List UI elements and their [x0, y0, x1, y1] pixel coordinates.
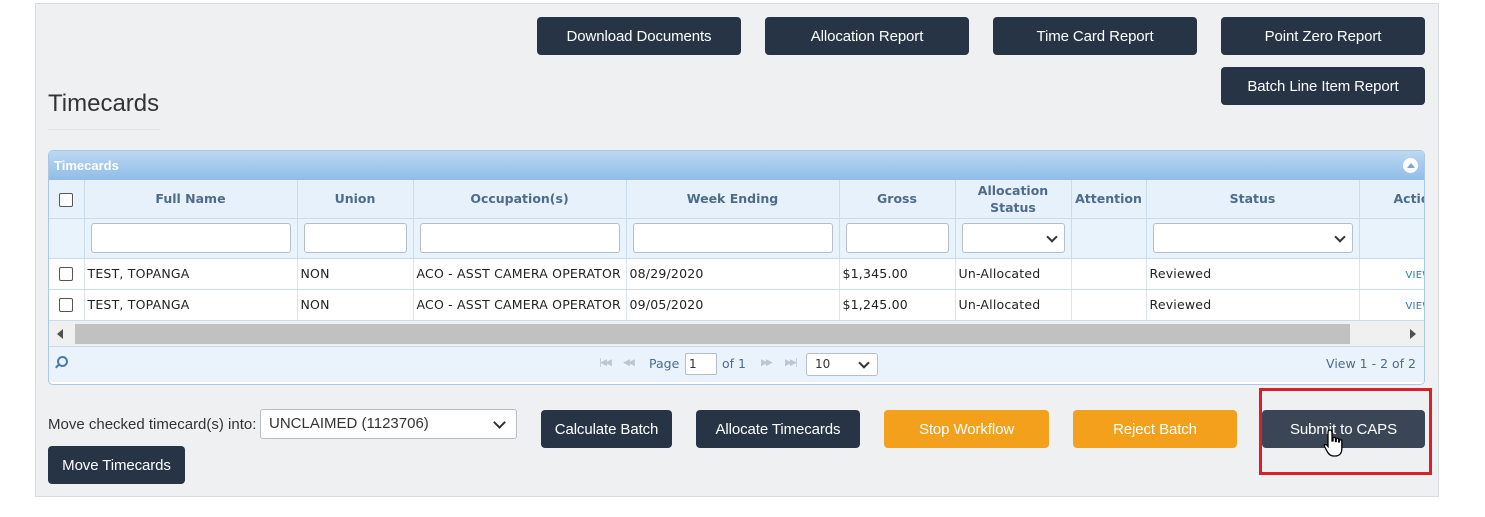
reject-batch-button[interactable]: Reject Batch	[1073, 410, 1237, 448]
filter-row	[49, 218, 1424, 259]
allocate-timecards-button[interactable]: Allocate Timecards	[696, 410, 860, 448]
grid-caption-label: Timecards	[54, 158, 119, 173]
view-count: View 1 - 2 of 2	[1326, 355, 1416, 371]
page-title: Timecards	[48, 90, 160, 117]
download-documents-button[interactable]: Download Documents	[537, 17, 741, 55]
filter-action-cell	[1359, 218, 1424, 259]
filter-gross-input[interactable]	[845, 223, 949, 253]
title-divider	[48, 129, 160, 130]
cell-week-ending: 08/29/2020	[626, 258, 840, 290]
page-label: Page	[649, 355, 680, 371]
time-card-report-button[interactable]: Time Card Report	[993, 17, 1197, 55]
cell-occupation: ACO - ASST CAMERA OPERATOR	[413, 258, 627, 290]
cell-gross: $1,345.00	[839, 258, 956, 290]
cell-allocation-status: Un-Allocated	[955, 289, 1072, 321]
filter-cell-empty	[49, 218, 85, 259]
cell-union: NON	[297, 258, 414, 290]
scrollbar-thumb[interactable]	[75, 323, 1350, 344]
table-row[interactable]: TEST, TOPANGA NON ACO - ASST CAMERA OPER…	[49, 289, 1424, 321]
grid-caption: Timecards	[49, 151, 1424, 180]
horizontal-scrollbar[interactable]	[49, 320, 1424, 347]
move-timecards-button[interactable]: Move Timecards	[48, 446, 185, 484]
view-link[interactable]: VIEW	[1405, 270, 1424, 281]
filter-union-input[interactable]	[303, 223, 407, 253]
cell-allocation-status: Un-Allocated	[955, 258, 1072, 290]
select-all-checkbox[interactable]	[59, 192, 74, 207]
view-link[interactable]: VIEW	[1405, 301, 1424, 312]
cell-gross: $1,245.00	[839, 289, 956, 321]
column-full-name[interactable]: Full Name	[84, 180, 298, 219]
prev-page-icon[interactable]: ◀◀	[623, 357, 635, 368]
batch-line-item-report-button[interactable]: Batch Line Item Report	[1221, 67, 1425, 105]
move-label: Move checked timecard(s) into:	[48, 416, 257, 433]
timecards-table: Full Name Union Occupation(s) Week Endin…	[49, 180, 1424, 321]
submit-to-caps-button[interactable]: Submit to CAPS	[1262, 410, 1425, 448]
column-status[interactable]: Status	[1146, 180, 1360, 219]
move-destination-value: UNCLAIMED (1123706)	[269, 415, 429, 432]
column-gross[interactable]: Gross	[839, 180, 956, 219]
cell-union: NON	[297, 289, 414, 321]
cell-week-ending: 09/05/2020	[626, 289, 840, 321]
header-row: Full Name Union Occupation(s) Week Endin…	[49, 180, 1424, 219]
move-destination-select[interactable]: UNCLAIMED (1123706)	[260, 409, 517, 439]
calculate-batch-button[interactable]: Calculate Batch	[541, 410, 672, 448]
search-icon[interactable]	[57, 355, 68, 367]
page-count-label: of 1	[722, 355, 746, 371]
column-allocation-status[interactable]: Allocation Status	[955, 180, 1072, 219]
row-checkbox[interactable]	[59, 298, 74, 313]
filter-full-name-input[interactable]	[90, 223, 291, 253]
column-week-ending[interactable]: Week Ending	[626, 180, 840, 219]
stop-workflow-button[interactable]: Stop Workflow	[884, 410, 1049, 448]
cell-attention	[1071, 258, 1147, 290]
column-union[interactable]: Union	[297, 180, 414, 219]
column-action[interactable]: Actio	[1359, 180, 1424, 219]
next-page-icon[interactable]: ▶▶	[761, 357, 773, 368]
cell-full-name: TEST, TOPANGA	[84, 289, 298, 321]
filter-allocation-status-select[interactable]	[961, 223, 1065, 253]
filter-week-ending-input[interactable]	[632, 223, 833, 253]
page-number-input[interactable]: 1	[685, 352, 717, 375]
allocation-report-button[interactable]: Allocation Report	[765, 17, 969, 55]
column-occupations[interactable]: Occupation(s)	[413, 180, 627, 219]
select-all-cell	[49, 180, 85, 219]
filter-occupation-input[interactable]	[419, 223, 620, 253]
cell-full-name: TEST, TOPANGA	[84, 258, 298, 290]
pager: |◀◀ ◀◀ Page 1 of 1 ▶▶ ▶▶| 10 View 1 - 2 …	[49, 346, 1424, 382]
highlight-box	[1259, 388, 1432, 475]
cell-status: Reviewed	[1146, 289, 1360, 321]
table-row[interactable]: TEST, TOPANGA NON ACO - ASST CAMERA OPER…	[49, 258, 1424, 290]
filter-attention-cell	[1071, 218, 1147, 259]
last-page-icon[interactable]: ▶▶|	[785, 357, 798, 368]
rows-per-page-select[interactable]: 10	[806, 352, 878, 376]
filter-status-select[interactable]	[1152, 223, 1353, 253]
cell-attention	[1071, 289, 1147, 321]
hand-cursor-icon	[1323, 429, 1343, 457]
cell-occupation: ACO - ASST CAMERA OPERATOR	[413, 289, 627, 321]
column-attention[interactable]: Attention	[1071, 180, 1147, 219]
point-zero-report-button[interactable]: Point Zero Report	[1221, 17, 1425, 55]
collapse-icon[interactable]	[1403, 158, 1418, 173]
scroll-left-icon[interactable]	[57, 328, 63, 339]
cell-status: Reviewed	[1146, 258, 1360, 290]
row-checkbox[interactable]	[59, 267, 74, 282]
timecards-grid: Timecards Full Name Union Occupation(s) …	[48, 150, 1425, 385]
first-page-icon[interactable]: |◀◀	[599, 357, 612, 368]
scroll-right-icon[interactable]	[1410, 328, 1416, 339]
